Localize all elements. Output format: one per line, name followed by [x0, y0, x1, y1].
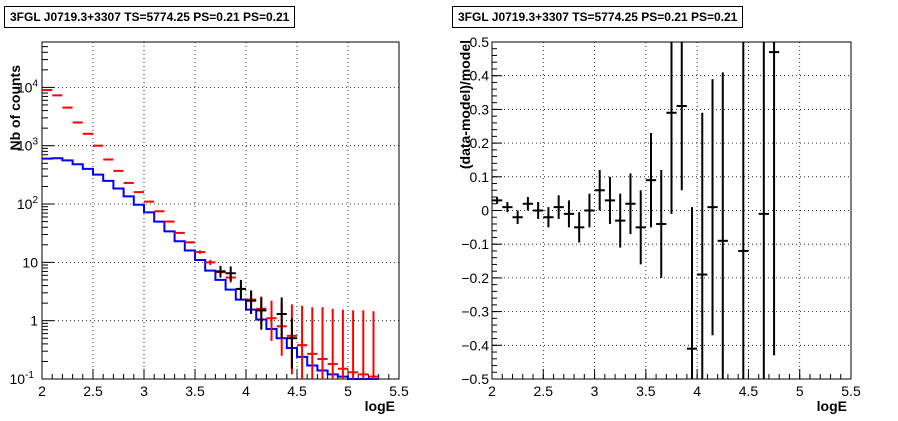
x-tick-label: 5.5	[841, 383, 861, 399]
y-axis-label: Nb of counts	[7, 65, 23, 151]
plot-frame	[41, 41, 400, 380]
x-tick-label: 4	[242, 383, 250, 399]
x-tick-label: 3.5	[636, 383, 656, 399]
left-chart-title: 3FGL J0719.3+3307 TS=5774.25 PS=0.21 PS=…	[4, 6, 296, 28]
y-tick-label: 10	[22, 254, 38, 270]
x-tick-label: 3.5	[185, 383, 205, 399]
y-tick-label: 0	[481, 203, 489, 219]
x-tick-label: 2	[38, 383, 46, 399]
y-tick-label: −0.4	[461, 337, 489, 353]
y-tick-label: 104	[17, 78, 39, 95]
y-tick-label: −0.5	[461, 371, 489, 387]
x-tick-label: 3	[140, 383, 148, 399]
x-axis-label: logE	[365, 398, 395, 414]
y-tick-label: −0.3	[461, 304, 489, 320]
y-tick-label: −0.1	[461, 236, 489, 252]
x-axis-label: logE	[817, 398, 847, 414]
series-2	[215, 265, 297, 369]
series-1	[42, 89, 379, 379]
x-tick-label: 4	[693, 383, 701, 399]
y-tick-label: 0.3	[470, 101, 490, 117]
model-step-line	[42, 157, 379, 380]
y-axis-label: (data-model)/model	[457, 40, 473, 169]
x-tick-label: 2	[488, 383, 496, 399]
y-tick-label: 10-1	[10, 370, 35, 387]
y-tick-label: 1	[30, 313, 38, 329]
y-tick-label: 0.4	[470, 68, 490, 84]
series-0	[492, 42, 780, 379]
y-tick-label: −0.2	[461, 270, 489, 286]
x-tick-label: 4.5	[739, 383, 759, 399]
series-0	[42, 157, 379, 380]
y-tick-label: 0.5	[470, 34, 490, 50]
x-tick-label: 5	[344, 383, 352, 399]
x-tick-label: 4.5	[287, 383, 307, 399]
y-tick-label: 0.2	[470, 135, 490, 151]
x-tick-label: 2.5	[534, 383, 554, 399]
y-tick-label: 0.1	[470, 169, 490, 185]
right-chart-title: 3FGL J0719.3+3307 TS=5774.25 PS=0.21 PS=…	[452, 6, 744, 28]
x-tick-label: 3	[591, 383, 599, 399]
y-tick-label: 103	[17, 137, 39, 154]
y-tick-label: 102	[17, 195, 39, 212]
x-tick-label: 5	[796, 383, 804, 399]
x-tick-label: 2.5	[83, 383, 103, 399]
x-tick-label: 5.5	[389, 383, 409, 399]
